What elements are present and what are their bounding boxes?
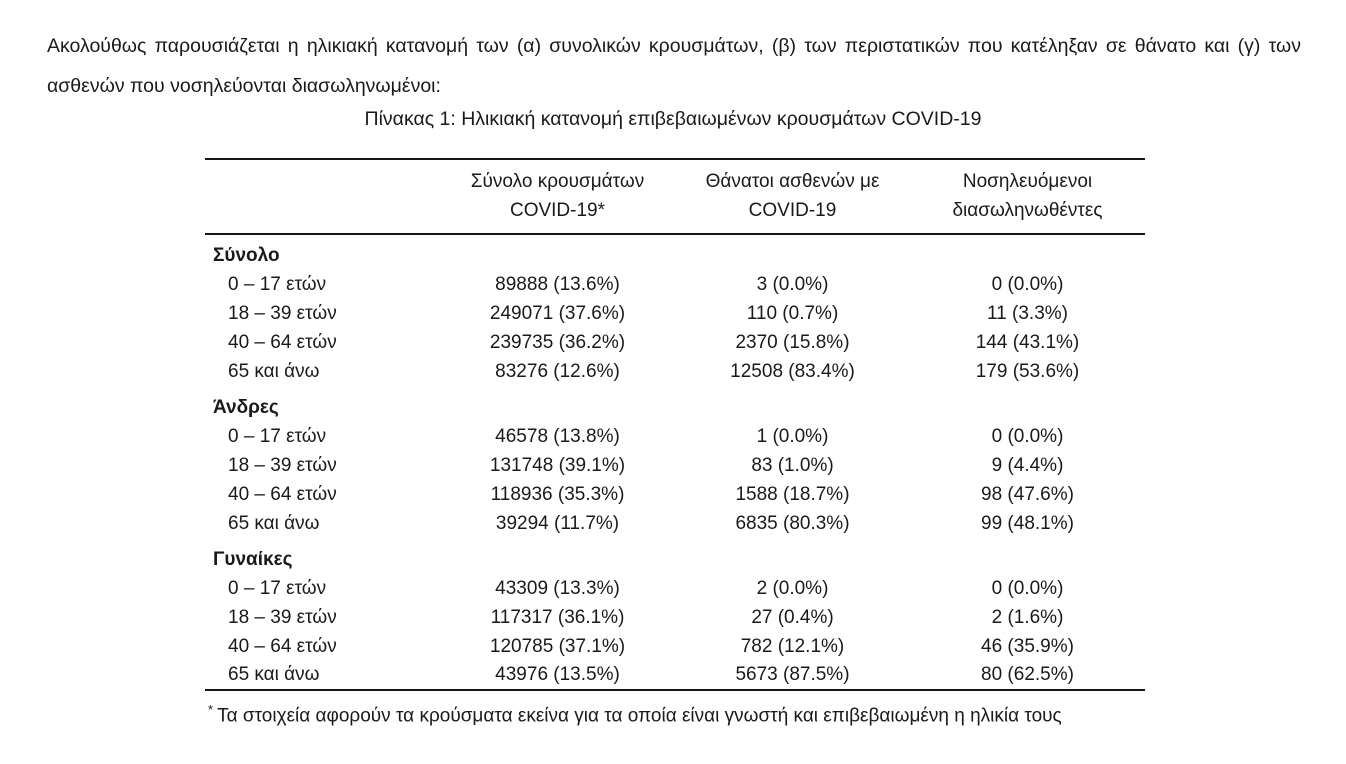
cases-cell: 39294 (11.7%) [495, 512, 620, 534]
column-header-total-cases-line2: COVID-19* [509, 200, 606, 221]
intubated-cell: 0 (0.0%) [991, 577, 1064, 599]
cases-cell: 120785 (37.1%) [489, 635, 626, 657]
deaths-cell: 1 (0.0%) [756, 425, 829, 447]
table-row: 65 και άνω 83276 (12.6%) 12508 (83.4%) 1… [205, 357, 1145, 386]
section-label-men: Άνδρες [213, 396, 279, 418]
column-header-intubated-line2: διασωληνωθέντες [952, 200, 1103, 221]
age-cell: 18 – 39 ετών [228, 454, 337, 476]
cases-cell: 117317 (36.1%) [490, 606, 625, 628]
table-row: 18 – 39 ετών 249071 (37.6%) 110 (0.7%) 1… [205, 299, 1145, 328]
deaths-cell: 2 (0.0%) [756, 577, 829, 599]
intubated-cell: 9 (4.4%) [991, 454, 1064, 476]
age-cell: 18 – 39 ετών [228, 302, 337, 324]
deaths-cell: 782 (12.1%) [740, 635, 845, 657]
intubated-cell: 80 (62.5%) [981, 664, 1074, 685]
column-header-intubated: Νοσηλευόμενοι διασωληνωθέντες [910, 159, 1145, 235]
intubated-cell: 99 (48.1%) [981, 512, 1074, 534]
footnote: * Τα στοιχεία αφορούν τα κρούσματα εκείνα… [208, 702, 1148, 727]
intubated-cell: 0 (0.0%) [991, 273, 1064, 295]
deaths-cell: 110 (0.7%) [746, 302, 839, 324]
table-row: 0 – 17 ετών 43309 (13.3%) 2 (0.0%) 0 (0.… [205, 574, 1145, 603]
age-cell: 40 – 64 ετών [228, 331, 337, 353]
table-row: 65 και άνω 43976 (13.5%) 5673 (87.5%) 80… [205, 661, 1145, 690]
age-cell: 18 – 39 ετών [228, 606, 337, 628]
table-row: 65 και άνω 39294 (11.7%) 6835 (80.3%) 99… [205, 509, 1145, 538]
cases-cell: 83276 (12.6%) [495, 360, 620, 382]
age-cell: 65 και άνω [228, 512, 320, 534]
table-row: 18 – 39 ετών 131748 (39.1%) 83 (1.0%) 9 … [205, 451, 1145, 480]
intubated-cell: 144 (43.1%) [975, 331, 1080, 353]
deaths-cell: 27 (0.4%) [751, 606, 834, 628]
deaths-cell: 5673 (87.5%) [735, 664, 850, 685]
age-cell: 65 και άνω [228, 664, 320, 685]
intubated-cell: 2 (1.6%) [991, 606, 1064, 628]
age-cell: 40 – 64 ετών [228, 635, 337, 657]
table-title: Πίνακας 1: Ηλικιακή κατανομή επιβεβαιωμέ… [364, 108, 982, 130]
age-cell: 40 – 64 ετών [228, 483, 337, 505]
section-label-total: Σύνολο [213, 245, 280, 266]
column-header-deaths: Θάνατοι ασθενών με COVID-19 [675, 159, 910, 235]
intro-paragraph: Ακολούθως παρουσιάζεται η ηλικιακή καταν… [47, 34, 1301, 97]
table-row: 0 – 17 ετών 46578 (13.8%) 1 (0.0%) 0 (0.… [205, 422, 1145, 451]
footnote-asterisk: * [208, 702, 214, 717]
cases-cell: 43976 (13.5%) [495, 664, 620, 685]
cases-cell: 131748 (39.1%) [489, 454, 626, 476]
cases-cell: 118936 (35.3%) [490, 483, 625, 505]
section-label-women: Γυναίκες [213, 548, 293, 570]
cases-cell: 239735 (36.2%) [489, 331, 626, 353]
column-header-total-cases: Σύνολο κρουσμάτων COVID-19* [440, 159, 675, 235]
cases-cell: 43309 (13.3%) [495, 577, 620, 599]
table-row: 40 – 64 ετών 118936 (35.3%) 1588 (18.7%)… [205, 480, 1145, 509]
cases-cell: 249071 (37.6%) [489, 302, 626, 324]
column-header-intubated-line1: Νοσηλευόμενοι [962, 171, 1093, 192]
deaths-cell: 2370 (15.8%) [735, 331, 850, 353]
table-row: 18 – 39 ετών 117317 (36.1%) 27 (0.4%) 2 … [205, 603, 1145, 632]
deaths-cell: 6835 (80.3%) [735, 512, 850, 534]
age-cell: 0 – 17 ετών [228, 273, 327, 295]
age-cell: 65 και άνω [228, 360, 320, 382]
deaths-cell: 83 (1.0%) [751, 454, 834, 476]
intubated-cell: 179 (53.6%) [975, 360, 1080, 382]
deaths-cell: 3 (0.0%) [756, 273, 829, 295]
table-row: 40 – 64 ετών 239735 (36.2%) 2370 (15.8%)… [205, 328, 1145, 357]
age-cell: 0 – 17 ετών [228, 577, 327, 599]
section-row-total: Σύνολο [205, 234, 1145, 270]
section-row-men: Άνδρες [205, 386, 1145, 422]
section-row-women: Γυναίκες [205, 538, 1145, 574]
covid-age-distribution-table: Σύνολο κρουσμάτων COVID-19* Θάνατοι ασθε… [205, 158, 1145, 691]
table-row: 40 – 64 ετών 120785 (37.1%) 782 (12.1%) … [205, 632, 1145, 661]
deaths-cell: 12508 (83.4%) [730, 360, 855, 382]
deaths-cell: 1588 (18.7%) [735, 483, 850, 505]
age-cell: 0 – 17 ετών [228, 425, 327, 447]
column-header-deaths-line2: COVID-19 [748, 200, 837, 221]
header-row: Σύνολο κρουσμάτων COVID-19* Θάνατοι ασθε… [205, 159, 1145, 235]
column-header-empty [205, 159, 440, 235]
footnote-text: Τα στοιχεία αφορούν τα κρούσματα εκείνα … [217, 705, 1062, 727]
intubated-cell: 46 (35.9%) [981, 635, 1074, 657]
cases-cell: 46578 (13.8%) [495, 425, 620, 447]
intubated-cell: 11 (3.3%) [987, 302, 1068, 324]
intubated-cell: 98 (47.6%) [981, 483, 1074, 505]
column-header-deaths-line1: Θάνατοι ασθενών με [705, 171, 880, 192]
table-row: 0 – 17 ετών 89888 (13.6%) 3 (0.0%) 0 (0.… [205, 270, 1145, 299]
cases-cell: 89888 (13.6%) [495, 273, 620, 295]
intubated-cell: 0 (0.0%) [991, 425, 1064, 447]
column-header-total-cases-line1: Σύνολο κρουσμάτων [470, 171, 645, 192]
